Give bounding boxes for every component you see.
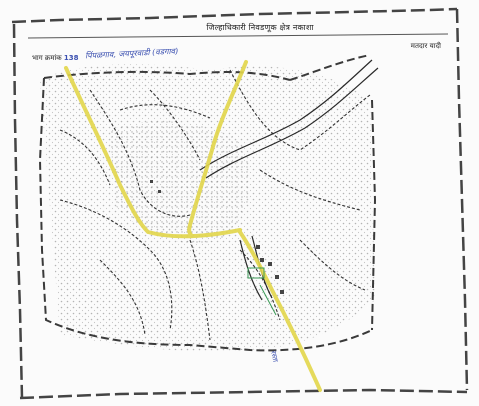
part-number-value: 138 [63, 54, 79, 62]
village-boundary [38, 54, 377, 352]
map-title: जिल्हाधिकारी निवडणूक क्षेत्र नकाशा [206, 23, 314, 32]
voter-list-label: मतदार यादी [410, 42, 441, 50]
settlement-area-fill-dense [110, 121, 251, 244]
house-symbols [150, 180, 284, 294]
header-rule [27, 33, 449, 39]
part-number-label: भाग क्रमांक 138 [32, 54, 79, 63]
highlighted-road [64, 60, 322, 392]
green-pen-marks [247, 267, 277, 316]
sheet-outer-frame [11, 7, 469, 400]
part-number-prefix: भाग क्रमांक [32, 54, 62, 62]
plot-lines [59, 69, 371, 341]
